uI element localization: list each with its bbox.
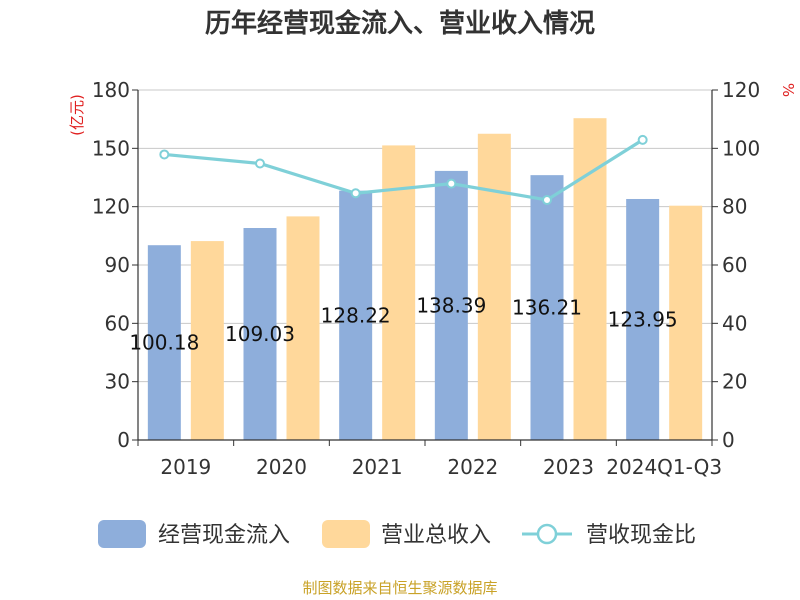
right-tick-label: 0 bbox=[722, 428, 735, 452]
left-tick-label: 30 bbox=[105, 370, 130, 394]
bar-revenue bbox=[190, 241, 224, 440]
bar-revenue bbox=[477, 133, 511, 440]
line-point-revenue-cash-ratio bbox=[350, 188, 361, 199]
left-tick-label: 120 bbox=[92, 195, 130, 219]
line-revenue-cash-ratio bbox=[164, 138, 644, 202]
x-tick-label: 2021 bbox=[352, 455, 403, 479]
left-axis-unit: (亿元) bbox=[68, 94, 86, 136]
source-credit: 制图数据来自恒生聚源数据库 bbox=[302, 579, 497, 597]
legend-point-ratio bbox=[536, 523, 558, 545]
bar-revenue bbox=[382, 145, 416, 440]
data-label-cash-inflow: 100.18 bbox=[129, 331, 199, 355]
right-tick-label: 20 bbox=[722, 370, 747, 394]
legend-swatch-cash-inflow bbox=[98, 520, 146, 548]
bar-cash-inflow bbox=[434, 170, 468, 441]
right-tick-label: 80 bbox=[722, 195, 747, 219]
legend-label-revenue: 营业总收入 bbox=[381, 523, 491, 548]
bar-revenue bbox=[286, 216, 320, 440]
legend-label-ratio: 营收现金比 bbox=[586, 523, 696, 548]
plot-layer: 0 30 60 90 120 150 180 0 20 40 60 80 100 120 2019 2020 2… bbox=[92, 78, 760, 479]
left-tick-label: 60 bbox=[105, 311, 130, 335]
data-label-cash-inflow: 138.39 bbox=[416, 293, 486, 317]
x-tick-label: 2022 bbox=[447, 455, 498, 479]
left-tick-label: 90 bbox=[105, 253, 130, 277]
chart-title: 历年经营现金流入、营业收入情况 bbox=[205, 8, 595, 39]
bar-cash-inflow bbox=[147, 245, 181, 440]
bar-cash-inflow bbox=[626, 198, 660, 440]
right-tick-label: 120 bbox=[722, 78, 760, 102]
data-label-cash-inflow: 136.21 bbox=[512, 296, 582, 320]
right-tick-label: 40 bbox=[722, 311, 747, 335]
bar-cash-inflow bbox=[243, 227, 277, 440]
legend-swatch-revenue bbox=[322, 520, 370, 548]
left-tick-label: 150 bbox=[92, 136, 130, 160]
legend-label-cash-inflow: 经营现金流入 bbox=[158, 523, 290, 548]
bar-cash-inflow bbox=[339, 190, 373, 440]
x-tick-label: 2023 bbox=[543, 455, 594, 479]
x-tick-label: 2019 bbox=[160, 455, 211, 479]
right-tick-label: 100 bbox=[722, 136, 760, 160]
right-tick-label: 60 bbox=[722, 253, 747, 277]
x-tick-label: 2020 bbox=[256, 455, 307, 479]
data-label-cash-inflow: 109.03 bbox=[225, 322, 295, 346]
x-tick-label: 2024Q1-Q3 bbox=[606, 455, 722, 479]
left-tick-label: 0 bbox=[117, 428, 130, 452]
data-label-cash-inflow: 123.95 bbox=[608, 307, 678, 331]
right-axis-unit: % bbox=[779, 83, 797, 97]
line-point-revenue-cash-ratio bbox=[637, 134, 648, 145]
data-label-cash-inflow: 128.22 bbox=[321, 303, 391, 327]
line-point-revenue-cash-ratio bbox=[255, 158, 265, 169]
line-point-revenue-cash-ratio bbox=[542, 194, 552, 205]
bar-revenue bbox=[669, 205, 703, 440]
left-tick-label: 180 bbox=[92, 78, 130, 102]
line-point-revenue-cash-ratio bbox=[446, 178, 457, 189]
legend: 经营现金流入 营业总收入 营收现金比 bbox=[98, 520, 696, 548]
line-point-revenue-cash-ratio bbox=[159, 149, 170, 160]
bar-cash-inflow bbox=[530, 175, 564, 440]
